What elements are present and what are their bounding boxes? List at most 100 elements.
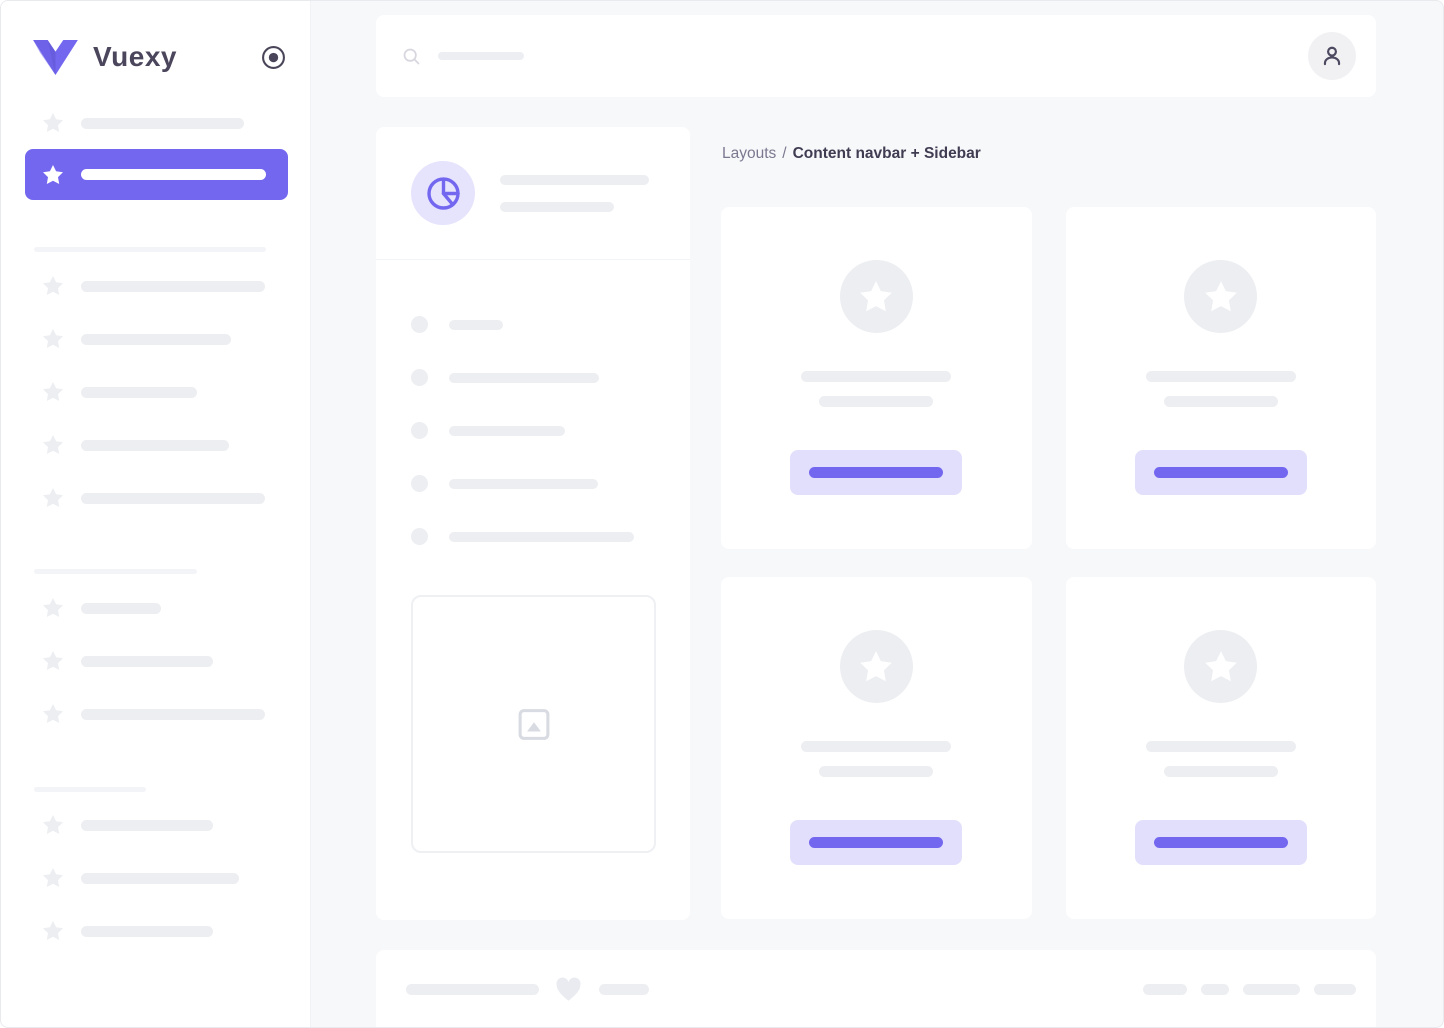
sidebar-item[interactable] [41, 813, 310, 837]
sidebar-item[interactable] [41, 486, 310, 510]
grid-card [721, 207, 1032, 549]
side-panel-card [376, 127, 690, 920]
bullet-dot [411, 475, 428, 492]
sidebar-item[interactable] [41, 111, 310, 135]
search-icon[interactable] [401, 46, 422, 67]
skeleton-bar [81, 872, 239, 884]
sidebar-pin-toggle-icon[interactable] [261, 45, 286, 70]
skeleton-bar [81, 117, 244, 129]
star-icon [43, 382, 63, 401]
skeleton-bar [449, 372, 599, 383]
list-item[interactable] [411, 475, 690, 492]
grid-card [1065, 577, 1376, 919]
card-action-button[interactable] [790, 450, 963, 495]
panel-list [376, 260, 690, 545]
list-item[interactable] [411, 369, 690, 386]
sidebar-item[interactable] [41, 433, 310, 457]
user-avatar[interactable] [1308, 32, 1356, 80]
skeleton-bar [81, 169, 266, 180]
skeleton-bar [81, 708, 265, 720]
skeleton-bar [81, 280, 265, 292]
star-icon [43, 651, 63, 670]
brand-name: Vuexy [93, 41, 177, 72]
star-icon [43, 488, 63, 507]
breadcrumb: Layouts / Content navbar + Sidebar [722, 145, 1376, 164]
skeleton-bar [449, 531, 634, 542]
sidebar-item[interactable] [41, 327, 310, 351]
breadcrumb-separator: / [782, 145, 787, 162]
skeleton-bar [449, 425, 565, 436]
star-icon [43, 598, 63, 617]
star-icon [43, 329, 63, 348]
skeleton-bar [500, 174, 649, 185]
star-icon [43, 435, 63, 454]
skeleton-bar [81, 655, 213, 667]
sidebar-item-active[interactable] [25, 149, 288, 200]
skeleton-bar [819, 396, 934, 407]
star-icon [1204, 280, 1237, 311]
skeleton-bar [1145, 371, 1296, 382]
sidebar: Vuexy [1, 1, 311, 1027]
skeleton-bar [449, 478, 598, 489]
star-badge [1184, 260, 1258, 333]
person-icon [1323, 46, 1341, 66]
search-input-placeholder[interactable] [438, 52, 524, 60]
skeleton-bar [1243, 983, 1300, 995]
sidebar-item[interactable] [41, 274, 310, 298]
card-action-button[interactable] [790, 820, 963, 865]
star-icon [1204, 650, 1237, 681]
skeleton-bar [801, 741, 952, 752]
skeleton-bar [1143, 983, 1187, 995]
brand[interactable]: Vuexy [33, 34, 286, 80]
breadcrumb-current: Content navbar + Sidebar [792, 145, 981, 162]
breadcrumb-parent[interactable]: Layouts [722, 145, 777, 162]
skeleton-bar [1163, 396, 1278, 407]
star-icon [43, 164, 63, 184]
star-badge [1184, 630, 1258, 703]
sidebar-item[interactable] [41, 649, 310, 673]
sidebar-item[interactable] [41, 702, 310, 726]
heart-icon[interactable] [555, 977, 582, 1002]
footer-links [1129, 983, 1356, 995]
star-icon [860, 280, 893, 311]
vuexy-logo-icon [33, 39, 78, 75]
pie-chart-icon [426, 176, 460, 210]
top-navbar [376, 15, 1376, 97]
footer-card [376, 950, 1376, 1027]
sidebar-item[interactable] [41, 596, 310, 620]
skeleton-bar [81, 439, 229, 451]
right-column: Layouts / Content navbar + Sidebar [721, 127, 1376, 920]
skeleton-bar [1145, 741, 1296, 752]
image-icon [518, 708, 549, 740]
sidebar-item[interactable] [41, 919, 310, 943]
bullet-dot [411, 369, 428, 386]
bullet-dot [411, 528, 428, 545]
bullet-dot [411, 422, 428, 439]
image-placeholder [411, 595, 656, 853]
panel-header-text-skeleton [500, 174, 649, 212]
sidebar-item[interactable] [41, 866, 310, 890]
skeleton-bar [406, 983, 539, 995]
star-icon [43, 704, 63, 723]
content-row: Layouts / Content navbar + Sidebar [376, 127, 1376, 920]
main-area: Layouts / Content navbar + Sidebar [311, 1, 1443, 1027]
pie-chart-icon-badge [411, 161, 475, 225]
skeleton-bar [801, 371, 952, 382]
skeleton-bar [449, 319, 503, 330]
skeleton-bar [81, 819, 213, 831]
star-icon [43, 868, 63, 887]
bullet-dot [411, 316, 428, 333]
skeleton-bar [81, 492, 265, 504]
list-item[interactable] [411, 316, 690, 333]
star-badge [839, 260, 913, 333]
star-icon [43, 921, 63, 940]
section-divider [34, 569, 197, 574]
sidebar-item[interactable] [41, 380, 310, 404]
list-item[interactable] [411, 422, 690, 439]
list-item[interactable] [411, 528, 690, 545]
grid-card [1065, 207, 1376, 549]
card-action-button[interactable] [1134, 820, 1307, 865]
card-action-button[interactable] [1134, 450, 1307, 495]
star-icon [43, 276, 63, 295]
